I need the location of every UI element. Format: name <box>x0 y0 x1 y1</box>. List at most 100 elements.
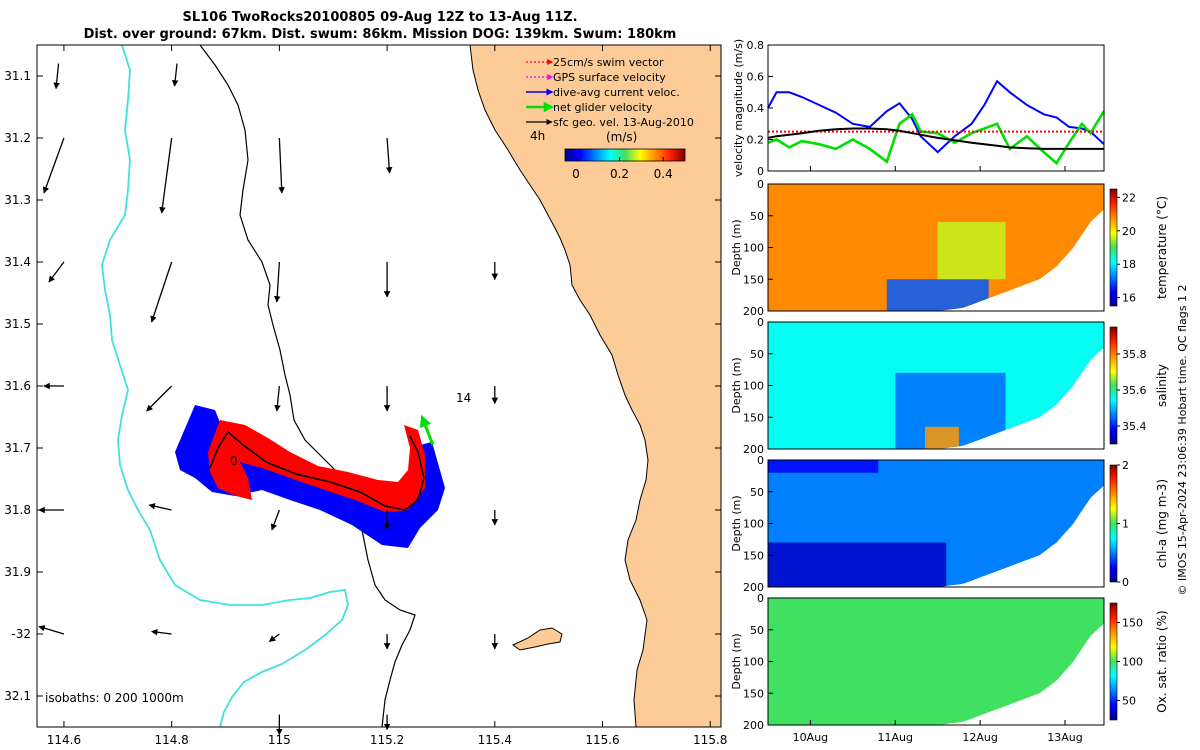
section-colorbar <box>1109 602 1118 721</box>
map-panel: 14 0 25cm/s swim vector GPS surface velo… <box>4 44 727 747</box>
geo-velocity-arrow <box>42 137 65 194</box>
section-ytick-label: 150 <box>743 549 764 562</box>
section-colorbar-tick-label: 18 <box>1122 258 1136 271</box>
section-ytick-label: 0 <box>757 178 764 191</box>
section-colorbar-tick-label: 22 <box>1122 191 1136 204</box>
section-ytick-label: 100 <box>743 242 764 255</box>
legend-swim-vector: 25cm/s swim vector <box>553 56 664 69</box>
swim-vector-patch <box>208 420 425 512</box>
credit-text: © IMOS 15-Apr-2024 23:06:39 Hobart time.… <box>1176 285 1189 596</box>
section-ytick-label: 50 <box>750 486 764 499</box>
section-colorbar-tick-label: 35.4 <box>1122 420 1147 433</box>
geo-velocity-arrow <box>385 137 393 174</box>
legend-dive-current: dive-avg current veloc. <box>553 86 680 99</box>
section-ytick-label: 200 <box>743 305 764 318</box>
section-ylabel: Depth (m) <box>730 495 743 551</box>
land-polygon <box>470 45 721 727</box>
section-ytick-label: 200 <box>743 443 764 456</box>
map-ytick-label: 31.5 <box>4 317 31 331</box>
section-colorbar-tick-label: 100 <box>1122 656 1143 669</box>
annotation-14: 14 <box>456 391 471 405</box>
map-ytick-label: 31.2 <box>4 131 31 145</box>
legend-geo-velocity: sfc geo. vel. 13-Aug-2010 <box>553 116 694 129</box>
section-ytick-label: 50 <box>750 624 764 637</box>
section-feature <box>768 542 947 587</box>
section-colorbar-label: temperature (°C) <box>1155 196 1169 299</box>
section-feature <box>925 426 959 449</box>
colorbar-tick-label: 0 <box>572 167 580 181</box>
geo-velocity-arrow <box>53 63 60 90</box>
section-ytick-label: 150 <box>743 273 764 286</box>
annotation-0: 0 <box>230 454 238 468</box>
section-colorbar <box>1109 326 1118 445</box>
section-ytick-label: 50 <box>750 210 764 223</box>
isobath-1000m <box>101 45 349 727</box>
map-ytick-label: 31.1 <box>4 69 31 83</box>
velocity-ylabel: velocity magnitude (m/s) <box>732 39 745 177</box>
geo-velocity-arrow <box>148 503 172 511</box>
map-ytick-label: 31.4 <box>4 255 31 269</box>
section-colorbar <box>1109 464 1118 583</box>
section-xtick-label: 13Aug <box>1047 731 1082 744</box>
map-xtick-label: 114.6 <box>47 733 81 747</box>
section-ytick-label: 0 <box>757 316 764 329</box>
section-xtick-label: 11Aug <box>878 731 913 744</box>
geo-velocity-arrow <box>151 629 172 636</box>
map-legend: 25cm/s swim vector GPS surface velocity … <box>526 56 694 181</box>
section-colorbar-tick-label: 20 <box>1122 225 1136 238</box>
geo-velocity-arrow <box>270 509 280 531</box>
section-feature <box>886 279 989 311</box>
net-glider-velocity-arrow <box>419 414 435 446</box>
section-colorbar-tick-label: 35.6 <box>1122 384 1147 397</box>
geo-velocity-arrow <box>38 625 65 635</box>
geo-velocity-arrow <box>159 137 173 214</box>
map-ytick-label: 31.3 <box>4 193 31 207</box>
chart-title-line2: Dist. over ground: 67km. Dist. swum: 86k… <box>84 27 677 42</box>
map-xtick-label: 115.4 <box>478 733 512 747</box>
map-xtick-label: 115.2 <box>370 733 404 747</box>
geo-velocity-vectors <box>38 63 499 736</box>
map-ytick-label: 31.6 <box>4 379 31 393</box>
legend-gps-velocity: GPS surface velocity <box>553 71 666 84</box>
section-colorbar-tick-label: 1 <box>1122 518 1129 531</box>
isobath-200m <box>199 45 416 727</box>
geo-velocity-arrow <box>48 261 65 283</box>
chart-title-line1: SL106 TwoRocks20100805 09-Aug 12Z to 13-… <box>182 10 577 25</box>
section-salinity-section: 0 50 100 150 200 Depth (m) 35.4 35.6 35.8 salinit… <box>730 316 1169 456</box>
velocity-ytick-label: 0 <box>757 165 764 178</box>
section-ytick-label: 100 <box>743 380 764 393</box>
velocity-panel: 0 0.2 0.4 0.6 0.8 velocity magnitude (m/s) <box>732 39 1106 178</box>
map-axis-ticks: 114.6 114.8 115 115.2 115.4 115.6 115.8 31.1 31.… <box>4 45 727 747</box>
section-ytick-label: 150 <box>743 687 764 700</box>
map-ytick-label: 31.9 <box>4 565 31 579</box>
section-ytick-label: 200 <box>743 581 764 594</box>
velocity-ytick-label: 0.8 <box>747 39 765 52</box>
section-colorbar-label: chl-a (mg m-3) <box>1155 479 1169 568</box>
section-field <box>768 598 1104 725</box>
map-ytick-label: 31.8 <box>4 503 31 517</box>
section-colorbar-label: salinity <box>1155 364 1169 407</box>
map-ytick-label: 31.7 <box>4 441 31 455</box>
section-ytick-label: 200 <box>743 719 764 732</box>
section-colorbar-label: Ox. sat. ratio (%) <box>1155 610 1169 712</box>
section-colorbar-tick-label: 35.8 <box>1122 348 1147 361</box>
section-temperature-section: 0 50 100 150 200 Depth (m) 16 18 20 22 temperature… <box>730 178 1169 318</box>
section-colorbar-tick-label: 0 <box>1122 576 1129 589</box>
section-ytick-label: 0 <box>757 454 764 467</box>
section-feature <box>937 222 1006 280</box>
section-colorbar-tick-label: 16 <box>1122 292 1136 305</box>
geo-velocity-arrow <box>150 261 173 323</box>
colorbar-units: (m/s) <box>606 130 637 144</box>
velocity-line-sfc-geo-vel- <box>767 127 1104 150</box>
net-velocity-arrow <box>419 414 435 446</box>
geo-velocity-arrow <box>171 63 179 87</box>
rottnest-island <box>512 627 563 651</box>
velocity-axes-frame <box>767 44 1105 172</box>
section-oxygen-saturation-section: 0 50 100 150 200 Depth (m) 50 100 150 Ox. sat. ra… <box>730 592 1169 732</box>
geo-velocity-arrow <box>268 633 280 643</box>
colorbar-tick-label: 0.2 <box>610 167 629 181</box>
section-ytick-label: 50 <box>750 348 764 361</box>
map-ytick-label: -32 <box>11 627 31 641</box>
colorbar-tick-label: 0.4 <box>654 167 673 181</box>
